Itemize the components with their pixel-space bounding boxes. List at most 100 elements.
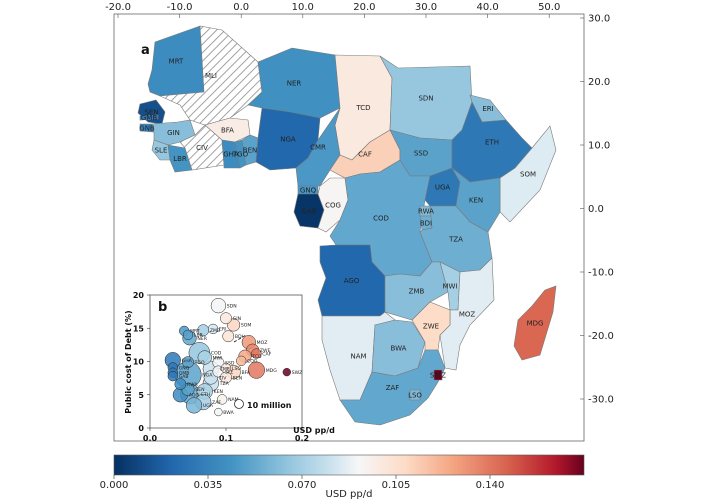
inset-panel: b 0.0 0.1 0.2 0 5 10 15 20 Public cost of Debt … — [124, 291, 335, 443]
country-label-som: SOM — [520, 171, 536, 179]
country-label-sen: SEN — [144, 109, 158, 117]
country-label-mrt: MRT — [169, 58, 184, 66]
country-label-cod: COD — [373, 215, 389, 223]
colorbar-tick-label: 0.140 — [476, 480, 505, 491]
scatter-point-lso — [220, 363, 232, 374]
country-label-tcd: TCD — [355, 104, 370, 112]
scatter-label-nga: NGA — [202, 373, 213, 379]
scatter-label-ken: KEN — [214, 389, 223, 395]
scatter-label-lbr: LBR — [194, 333, 204, 339]
inset-y-tick-label: 20 — [133, 291, 145, 300]
scatter-label-mwi: MWI — [213, 355, 223, 361]
country-label-moz: MOZ — [459, 311, 476, 319]
longitude-tick-label: 10.0 — [292, 2, 314, 13]
country-label-ago: AGO — [344, 277, 360, 285]
latitude-tick-label: 10.0 — [588, 141, 610, 152]
scatter-label-uga: UGA — [203, 403, 214, 409]
country-sle — [151, 139, 171, 161]
country-label-tza: TZA — [448, 236, 463, 244]
scatter-point-rwa — [174, 378, 187, 391]
scatter-label-caf: CAF — [262, 351, 271, 357]
longitude-tick-label: 0.0 — [233, 2, 249, 13]
colorbar: 0.000 0.035 0.070 0.105 0.140 USD pp/d — [100, 454, 585, 500]
scatter-label-gha: GHA — [182, 358, 193, 364]
inset-y-tick-label: 5 — [138, 391, 144, 400]
country-label-gab: GAB — [301, 208, 316, 216]
scatter-point-caf — [251, 348, 262, 359]
country-layer — [137, 25, 557, 426]
inset-y-axis-label: Public cost of Debt (%) — [124, 310, 133, 413]
country-label-eri: ERI — [482, 105, 493, 113]
longitude-tick-label: 20.0 — [353, 2, 375, 13]
latitude-tick-label: -10.0 — [588, 268, 614, 279]
scatter-label-cmr: CMR — [220, 367, 231, 373]
scatter-point-cog — [236, 355, 247, 366]
scatter-label-ssd: SSD — [225, 361, 235, 367]
scatter-point-bwa — [214, 407, 223, 417]
country-label-nga: NGA — [280, 136, 296, 144]
scatter-label-gmb: GMB — [179, 371, 190, 377]
scatter-label-eri: ERI — [219, 327, 226, 333]
country-lso — [409, 389, 421, 401]
scatter-label-gab: GAB — [179, 374, 189, 380]
inset-x-tick-label: 0.1 — [219, 434, 234, 443]
country-mdg — [513, 285, 557, 361]
colorbar-ticks: 0.000 0.035 0.070 0.105 0.140 — [100, 475, 505, 491]
country-label-sdn: SDN — [418, 95, 433, 103]
country-mli — [158, 25, 263, 126]
country-label-gnb: GNB — [139, 125, 155, 133]
country-label-zwe: ZWE — [423, 323, 439, 331]
colorbar-tick-label: 0.070 — [288, 480, 317, 491]
longitude-tick-label: 30.0 — [415, 2, 437, 13]
scatter-label-cog: COG — [247, 359, 258, 365]
longitude-tick-label: 40.0 — [476, 2, 498, 13]
country-label-sle: SLE — [155, 147, 168, 155]
scatter-label-bfa: BFA — [241, 370, 250, 376]
scatter-point-eri — [207, 323, 219, 335]
scatter-label-nam: NAM — [228, 397, 239, 403]
panel-b-label: b — [158, 300, 167, 315]
longitude-tick-label: -10.0 — [167, 2, 193, 13]
scatter-label-lso: LSO — [232, 366, 241, 372]
scatter-label-ben: BEN — [233, 375, 243, 381]
scatter-label-ner: NER — [197, 336, 207, 342]
country-zaf — [339, 349, 446, 426]
country-label-uga: UGA — [435, 184, 451, 192]
country-label-cmr: CMR — [310, 144, 326, 152]
country-label-nam: NAM — [350, 353, 366, 361]
scatter-label-civ: CIV — [219, 375, 228, 381]
country-zwe — [411, 301, 451, 351]
scatter-point-uga — [185, 397, 203, 414]
country-label-mdg: MDG — [527, 320, 544, 328]
scatter-label-cod: COD — [211, 351, 222, 357]
country-label-ben: BEN — [243, 147, 257, 155]
country-label-gha: GHA — [223, 151, 239, 159]
scatter-point-mwi — [197, 350, 212, 365]
size-legend-label: 10 million — [247, 401, 292, 410]
country-label-lso: LSO — [408, 392, 422, 400]
country-label-mli: MLI — [205, 72, 217, 80]
country-label-tgo: TGO — [232, 151, 249, 159]
inset-x-tick-label: 0.2 — [295, 434, 309, 443]
size-legend-circle — [234, 399, 244, 409]
scatter-point-tgo — [182, 356, 194, 369]
country-swz — [433, 369, 443, 381]
country-label-rwa: RWA — [418, 208, 434, 216]
scatter-point-swz — [282, 367, 291, 377]
inset-y-tick-label: 15 — [133, 324, 145, 333]
longitude-tick-label: -20.0 — [105, 2, 131, 13]
scatter-label-gin: GIN — [233, 316, 241, 322]
scatter-label-bdi: BDI — [235, 334, 243, 340]
scatter-label-sdn: SDN — [227, 303, 237, 309]
inset-x-axis-label: USD pp/d — [293, 426, 335, 435]
colorbar-tick-label: 0.000 — [100, 480, 129, 491]
scatter-label-tgo: TGO — [194, 360, 205, 366]
inset-y-tick-label: 10 — [133, 358, 145, 367]
country-label-eth: ETH — [485, 139, 499, 147]
country-label-gmb: GMB — [141, 114, 157, 122]
country-label-bfa: BFA — [221, 127, 234, 135]
country-labels: MRTMLINERTCDSDNERISENGMBGNBGINSLELBRCIVB… — [139, 58, 543, 400]
country-cmr — [295, 107, 341, 187]
scatter-label-sle: SLE — [225, 369, 233, 375]
colorbar-gradient — [113, 454, 585, 476]
